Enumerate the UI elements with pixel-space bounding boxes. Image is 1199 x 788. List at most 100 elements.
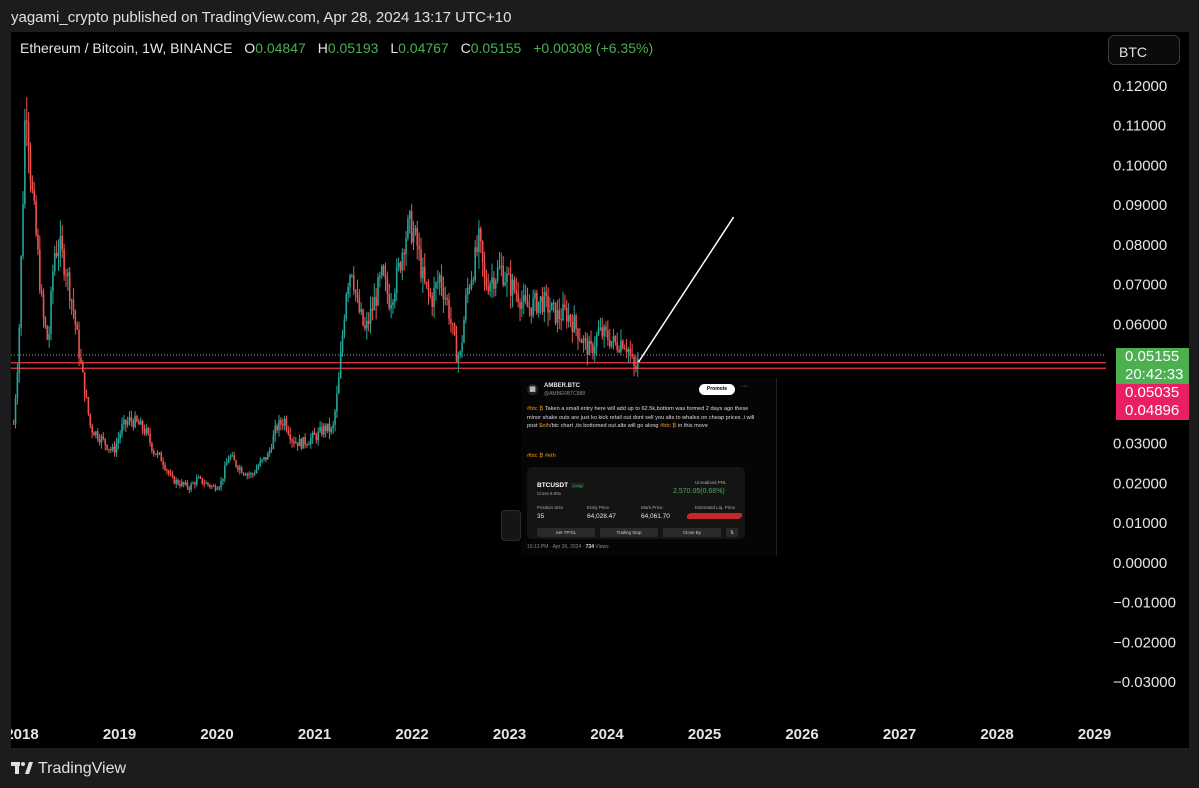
candle-body: [270, 448, 273, 450]
y-tick-label: 0.11000: [1113, 118, 1166, 135]
candle-body: [313, 432, 316, 435]
candle-body: [494, 280, 497, 289]
y-tick-label: −0.01000: [1113, 595, 1176, 612]
candle-body: [610, 341, 613, 347]
candle-body: [519, 302, 521, 309]
y-tick-label: 0.02000: [1113, 475, 1167, 492]
candle-body: [590, 340, 592, 345]
low-label: L: [390, 40, 399, 56]
candle-body: [478, 228, 480, 252]
candle-body: [627, 349, 630, 352]
candle-body: [81, 361, 84, 373]
candle-body: [309, 437, 312, 445]
tweet-more-icon[interactable]: ···: [741, 383, 748, 390]
swap-icon[interactable]: ⇅: [726, 528, 738, 537]
candle-body: [96, 431, 99, 440]
candle-body: [274, 425, 277, 436]
candle-body: [375, 297, 377, 306]
open-value: 0.04847: [255, 40, 306, 56]
candle-body: [446, 298, 448, 300]
ohlc-legend: Ethereum / Bitcoin, 1W, BINANCE O0.04847…: [20, 40, 653, 56]
candle-body: [629, 349, 632, 355]
drawing-tool-stub[interactable]: [501, 510, 521, 541]
chart-svg[interactable]: 0.12000 0.11000 0.10000 0.09000 0.08000 0.070…: [11, 32, 1189, 748]
candle-body: [455, 334, 458, 362]
candle-body: [289, 434, 292, 440]
candle-body: [139, 421, 142, 425]
candle-body: [257, 465, 260, 469]
candle-body: [444, 298, 447, 300]
candle-body: [552, 302, 555, 304]
chart-panel[interactable]: 0.12000 0.11000 0.10000 0.09000 0.08000 0.070…: [11, 32, 1189, 748]
candle-body: [532, 298, 534, 316]
level-tag-2: 0.04896: [1116, 402, 1189, 420]
y-tick-label: 0.03000: [1113, 436, 1167, 453]
candle-body: [321, 427, 323, 435]
high-value: 0.05193: [327, 40, 379, 56]
candle-body: [577, 328, 579, 340]
candle-body: [203, 483, 206, 485]
candle-body: [158, 452, 161, 454]
tweet-text-part1: Taken a small entry here will add up to …: [527, 406, 755, 430]
candle-body: [266, 453, 269, 460]
candle-body: [199, 477, 202, 479]
candle-body: [255, 468, 258, 474]
candle-body: [111, 446, 114, 450]
candle-body: [225, 462, 228, 466]
card-close-by-button[interactable]: Close By: [663, 528, 721, 537]
x-tick-label: 2027: [883, 726, 916, 743]
candle-body: [442, 288, 445, 300]
candle-body: [100, 436, 103, 443]
y-tick-label: 0.12000: [1113, 78, 1167, 95]
currency-button[interactable]: BTC: [1108, 35, 1180, 65]
candle-body: [50, 291, 52, 335]
candle-body: [386, 279, 389, 295]
candle-body: [89, 413, 92, 426]
candle-body: [562, 304, 564, 321]
candle-body: [173, 476, 176, 484]
card-upnl-value: 2,570.05(0.68%): [673, 488, 725, 495]
candle-body: [388, 294, 391, 309]
candle-body: [608, 339, 611, 347]
candle-body: [44, 317, 47, 327]
candle-body: [108, 449, 110, 451]
candle-body: [70, 299, 73, 301]
candle-body: [427, 283, 430, 293]
candle-body: [80, 358, 82, 362]
candle-body: [233, 455, 235, 461]
candle-body: [472, 279, 475, 281]
candle-body: [123, 419, 125, 425]
candle-body: [603, 326, 605, 337]
card-trailing-stop-button[interactable]: Trailing Stop: [600, 528, 658, 537]
candle-body: [580, 340, 583, 344]
candle-body: [575, 315, 577, 329]
candle-body: [468, 287, 471, 289]
high-label: H: [317, 40, 328, 56]
candle-body: [12, 423, 15, 425]
tweet-promote-button[interactable]: Promote: [699, 384, 735, 395]
x-tick-label: 2018: [11, 726, 39, 743]
candle-body: [76, 324, 78, 330]
candle-body: [315, 434, 318, 441]
candle-body: [633, 356, 635, 366]
candle-body: [248, 473, 250, 475]
candle-body: [466, 287, 469, 296]
embedded-tweet: ▦ AMBER.BTC @AMBERBTC888 Promote ··· #bt…: [521, 378, 777, 556]
candle-body: [126, 421, 129, 425]
candle-body: [231, 455, 234, 457]
candle-body: [377, 277, 379, 306]
card-set-tpsl-button[interactable]: Set TP/SL: [537, 528, 595, 537]
candle-body: [635, 365, 637, 370]
tweet-hashtag-btc: #btc: [527, 406, 538, 412]
candle-body: [379, 275, 381, 278]
x-tick-label: 2023: [493, 726, 526, 743]
candle-body: [394, 293, 396, 303]
candle-body: [405, 238, 407, 255]
candle-body: [308, 444, 310, 446]
card-side-badge: Long: [571, 483, 584, 488]
candle-body: [463, 320, 465, 343]
tradingview-brand: TradingView: [38, 760, 127, 777]
candle-body: [145, 427, 148, 434]
candle-body: [296, 442, 299, 447]
candle-body: [369, 308, 372, 324]
